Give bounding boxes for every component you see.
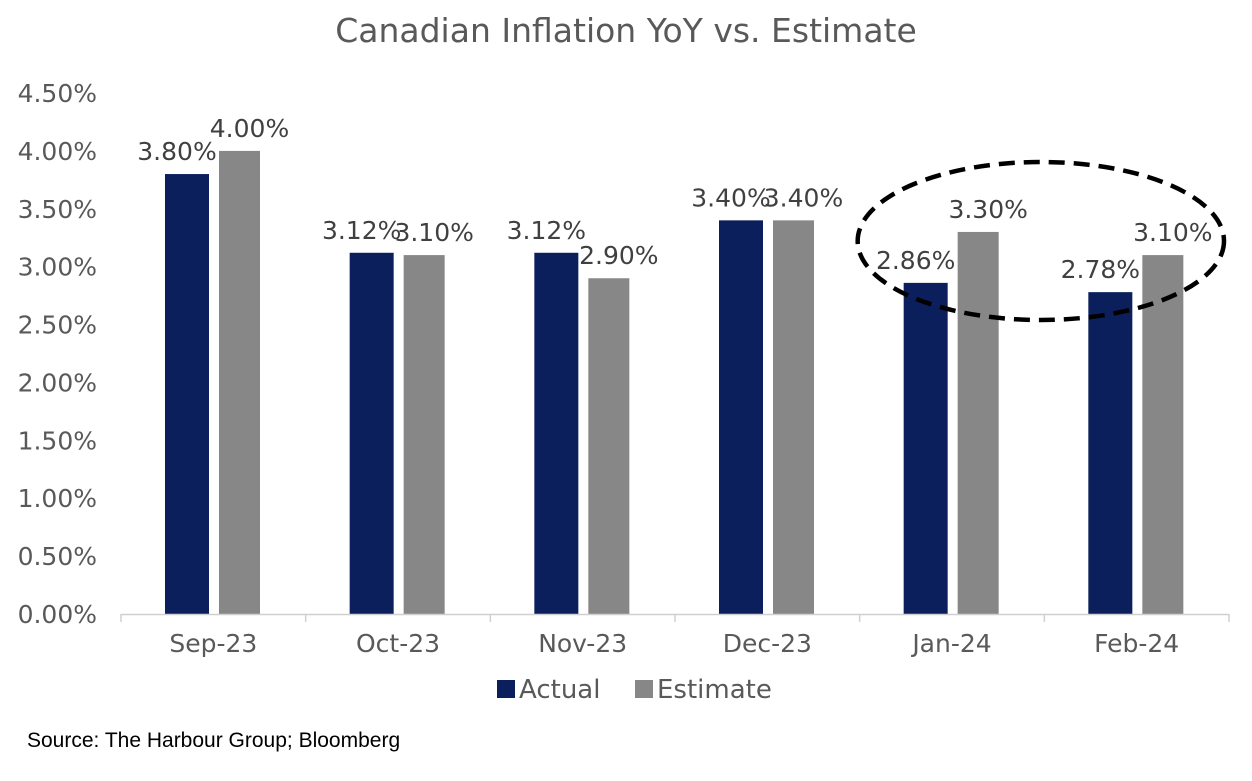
bar-actual-feb-24 [1088, 292, 1133, 614]
annotations [855, 159, 1227, 323]
y-tick-label: 1.00% [18, 484, 97, 513]
y-tick-label: 2.00% [18, 368, 97, 397]
data-label-actual: 2.86% [876, 246, 955, 275]
x-tick-label: Feb-24 [1094, 629, 1179, 658]
highlight-ellipse [855, 159, 1227, 323]
source-note: Source: The Harbour Group; Bloomberg [27, 729, 401, 752]
data-label-estimate: 2.90% [579, 241, 658, 270]
bar-estimate-feb-24 [1142, 255, 1184, 615]
data-labels: 3.80% 3.12% 3.12% 3.40% 2.86% 2.78% 4.00% 3.10%… [137, 114, 1212, 284]
legend-label-estimate: Estimate [657, 675, 772, 705]
bar-estimate-sep-23 [219, 150, 260, 614]
bar-actual-dec-23 [719, 220, 763, 614]
y-tick-label: 0.00% [18, 600, 97, 629]
bar-estimate-dec-23 [773, 220, 814, 614]
y-axis: 0.00% 0.50% 1.00% 1.50% 2.00% 2.50% 3.00% 3.50%… [18, 79, 97, 629]
legend: Actual Estimate [497, 675, 772, 705]
y-tick-label: 2.50% [18, 311, 97, 340]
bar-actual-sep-23 [165, 174, 209, 615]
x-tick-label: Dec-23 [723, 629, 812, 658]
bars [165, 150, 1184, 615]
legend-swatch-actual [497, 680, 515, 698]
bar-actual-nov-23 [534, 252, 579, 615]
data-label-actual: 2.78% [1061, 255, 1140, 284]
data-label-actual: 3.12% [507, 216, 586, 245]
data-label-estimate: 4.00% [210, 114, 289, 143]
bar-actual-jan-24 [903, 282, 948, 614]
bar-estimate-jan-24 [957, 231, 999, 614]
y-tick-label: 3.50% [18, 195, 97, 224]
bar-actual-oct-23 [349, 252, 394, 615]
y-tick-label: 1.50% [18, 426, 97, 455]
y-tick-label: 3.00% [18, 253, 97, 282]
data-label-estimate: 3.10% [394, 218, 473, 247]
data-label-actual: 3.80% [137, 137, 216, 166]
y-tick-label: 0.50% [18, 542, 97, 571]
legend-swatch-estimate [635, 680, 653, 698]
chart-title: Canadian Inflation YoY vs. Estimate [335, 11, 917, 50]
bar-estimate-oct-23 [403, 255, 445, 615]
legend-label-actual: Actual [519, 675, 600, 705]
x-tick-label: Oct-23 [356, 629, 440, 658]
bar-estimate-nov-23 [588, 278, 630, 614]
data-label-estimate: 3.10% [1133, 218, 1212, 247]
data-label-actual: 3.12% [322, 216, 401, 245]
data-label-actual: 3.40% [691, 183, 770, 212]
y-tick-label: 4.00% [18, 137, 97, 166]
data-label-estimate: 3.30% [948, 195, 1027, 224]
x-tick-label: Nov-23 [538, 629, 627, 658]
y-tick-label: 4.50% [18, 79, 97, 108]
x-tick-label: Sep-23 [169, 629, 257, 658]
data-label-estimate: 3.40% [764, 183, 843, 212]
x-tick-label: Jan-24 [910, 629, 991, 658]
x-axis: Sep-23 Oct-23 Nov-23 Dec-23 Jan-24 Feb-24 [120, 613, 1230, 658]
